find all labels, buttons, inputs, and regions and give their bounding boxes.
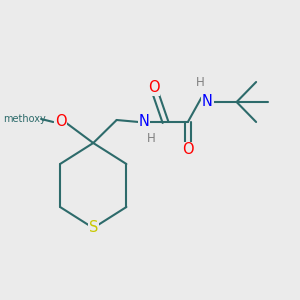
Text: H: H bbox=[146, 131, 155, 145]
Text: H: H bbox=[196, 76, 205, 88]
Text: O: O bbox=[148, 80, 160, 95]
Text: N: N bbox=[139, 115, 149, 130]
Text: O: O bbox=[182, 142, 194, 158]
Text: N: N bbox=[202, 94, 213, 110]
Text: S: S bbox=[88, 220, 98, 236]
Text: O: O bbox=[55, 115, 66, 130]
Text: methoxy: methoxy bbox=[4, 114, 46, 124]
